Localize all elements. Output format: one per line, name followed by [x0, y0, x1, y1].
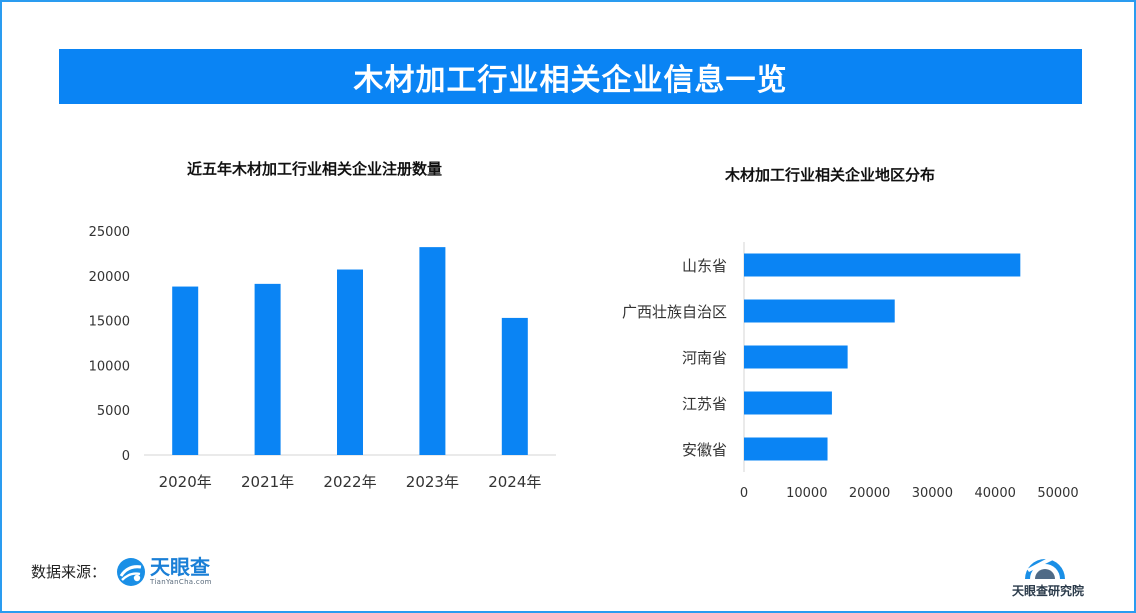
bar	[744, 437, 828, 461]
bar	[744, 345, 848, 369]
bar	[172, 286, 199, 455]
bar	[419, 247, 446, 455]
x-tick-label: 20000	[849, 486, 890, 501]
y-tick-label: 20000	[89, 270, 130, 285]
x-tick-label: 50000	[1037, 486, 1078, 501]
category-label: 广西壮族自治区	[622, 303, 727, 321]
bar	[744, 391, 832, 415]
y-tick-label: 10000	[89, 359, 130, 374]
x-tick-label: 2021年	[241, 473, 294, 491]
institute-logo: 天眼查研究院	[1003, 539, 1093, 601]
x-tick-label: 40000	[975, 486, 1016, 501]
right-chart-title: 木材加工行业相关企业地区分布	[725, 166, 936, 184]
bar	[744, 253, 1021, 277]
institute-name: 天眼查研究院	[1011, 584, 1084, 598]
y-tick-label: 25000	[89, 225, 130, 240]
tianyancha-logo: 天眼查 TianYanCha.com	[116, 556, 212, 587]
tianyancha-logo-icon	[117, 557, 146, 586]
category-label: 山东省	[682, 257, 727, 275]
y-tick-label: 15000	[89, 315, 130, 330]
x-tick-label: 30000	[912, 486, 953, 501]
category-label: 江苏省	[682, 395, 727, 413]
x-tick-label: 2020年	[159, 473, 212, 491]
y-tick-label: 5000	[97, 404, 130, 419]
x-tick-label: 2022年	[323, 473, 376, 491]
bar	[337, 269, 363, 455]
bar	[501, 317, 528, 455]
x-tick-label: 2024年	[488, 473, 541, 491]
left-chart-title: 近五年木材加工行业相关企业注册数量	[187, 160, 443, 178]
category-label: 安徽省	[682, 441, 727, 459]
source-label: 数据来源：	[31, 563, 107, 581]
header-banner: 木材加工行业相关企业信息一览	[59, 49, 1082, 104]
logo-name: 天眼查	[150, 555, 211, 579]
bar	[744, 299, 895, 323]
tianyancha-institute-icon	[1025, 551, 1065, 579]
y-tick-label: 0	[122, 449, 130, 464]
data-source: 数据来源： 天眼查 TianYanCha.com	[31, 556, 212, 587]
x-tick-label: 0	[740, 486, 748, 501]
page-title: 木材加工行业相关企业信息一览	[353, 62, 788, 98]
logo-domain: TianYanCha.com	[150, 578, 212, 586]
x-tick-label: 2023年	[406, 473, 459, 491]
x-tick-label: 10000	[786, 486, 827, 501]
bar	[254, 283, 281, 455]
category-label: 河南省	[682, 349, 727, 367]
